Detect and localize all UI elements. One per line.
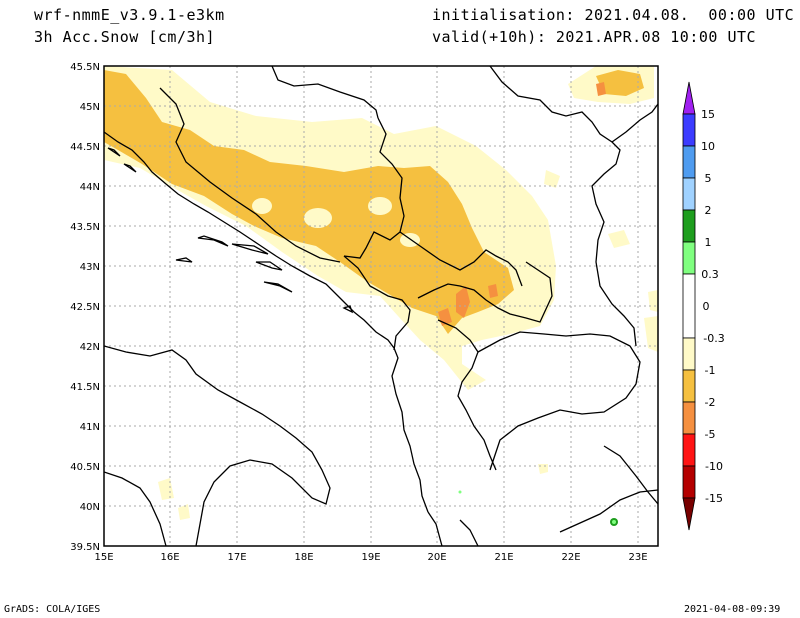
legend-swatch: [682, 241, 696, 275]
lat-label: 39.5N: [70, 542, 100, 553]
snow-hole: [252, 198, 272, 214]
lat-label: 43.5N: [70, 222, 100, 233]
lon-label: 22E: [561, 552, 580, 563]
legend-swatch: [682, 497, 696, 531]
lat-label: 43N: [80, 262, 100, 273]
lon-axis: 15E 16E 17E 18E 19E 20E 21E 22E 23E: [94, 552, 647, 563]
legend-label: 0.3: [701, 268, 719, 281]
lat-label: 41.5N: [70, 382, 100, 393]
snow-heavy-spot: [456, 286, 470, 318]
colorbar-labels: 15 10 5 2 1 0.3 0 -0.3 -1 -2 -5 -10 -15: [701, 108, 725, 505]
legend-swatch: [682, 273, 696, 339]
variable-title: 3h Acc.Snow [cm/3h]: [34, 28, 216, 46]
lat-label: 40.5N: [70, 462, 100, 473]
border-serbia-montenegro: [399, 231, 523, 287]
legend-swatch: [682, 209, 696, 243]
legend-label: 15: [701, 108, 715, 121]
lon-label: 15E: [94, 552, 113, 563]
snow-hole: [304, 208, 332, 228]
lat-label: 44N: [80, 182, 100, 193]
lon-label: 20E: [427, 552, 446, 563]
legend-label: 5: [705, 172, 712, 185]
lon-label: 19E: [361, 552, 380, 563]
boundaries: [104, 66, 658, 546]
border-bulgaria-greece: [489, 345, 641, 471]
border-hungary-croatia: [271, 66, 379, 119]
snow-light-south: [158, 464, 548, 520]
snow-moderate-region: [104, 70, 514, 334]
lon-label: 18E: [294, 552, 313, 563]
coastline-italy-south: [104, 471, 167, 546]
border-macedonia-greece: [477, 331, 631, 353]
valid-time: valid(+10h): 2021.APR.08 10:00 UTC: [432, 28, 757, 46]
legend-label: -15: [705, 492, 723, 505]
border-serbia-romania: [489, 66, 637, 347]
legend-label: -0.3: [703, 332, 724, 345]
coastline-greece: [427, 489, 658, 546]
lat-label: 45N: [80, 102, 100, 113]
snow-moderate-ne: [596, 70, 644, 96]
legend-label: -1: [705, 364, 716, 377]
legend-swatch: [682, 337, 696, 371]
snow-green-spot: [612, 520, 616, 524]
lon-label: 21E: [494, 552, 513, 563]
initialisation-time: initialisation: 2021.04.08. 00:00 UTC: [432, 6, 795, 24]
lat-label: 42N: [80, 342, 100, 353]
grads-credit: GrADS: COLA/IGES: [4, 604, 101, 615]
legend-swatch: [682, 465, 696, 499]
snow-light-east: [544, 170, 658, 352]
legend-label: 2: [705, 204, 712, 217]
border-bulgaria-romania: [611, 103, 658, 143]
legend-label: 0: [703, 300, 710, 313]
legend-swatch: [682, 113, 696, 147]
legend-label: 10: [701, 140, 715, 153]
lat-label: 45.5N: [70, 62, 100, 73]
border-albania-macedonia: [437, 319, 497, 471]
legend-label: -10: [705, 460, 723, 473]
snow-green-spot: [458, 490, 462, 494]
border-montenegro-albania: [343, 255, 411, 351]
legend-label: 1: [705, 236, 712, 249]
render-timestamp: 2021-04-08-09:39: [684, 604, 781, 615]
snow-field: [104, 66, 658, 526]
snow-heavy-spot: [596, 82, 606, 96]
lon-label: 16E: [160, 552, 179, 563]
legend-swatch: [682, 177, 696, 211]
coastline-italy: [104, 345, 331, 546]
border-kosovo: [417, 261, 553, 323]
legend-swatch: [682, 145, 696, 179]
lon-label: 23E: [628, 552, 647, 563]
snow-hole: [368, 197, 392, 215]
lat-label: 44.5N: [70, 142, 100, 153]
border-greece-turkey: [603, 445, 658, 505]
graticule: [104, 66, 658, 546]
lat-label: 42.5N: [70, 302, 100, 313]
coast-islands: [107, 147, 354, 314]
coastline-adriatic-east: [104, 131, 429, 513]
legend-swatch: [682, 369, 696, 403]
colorbar: [682, 81, 696, 531]
border-bosnia-serbia: [343, 117, 405, 259]
legend-label: -5: [705, 428, 716, 441]
lat-label: 41N: [80, 422, 100, 433]
legend-label: -2: [705, 396, 716, 409]
snow-heavy-spot: [488, 284, 498, 298]
legend-swatch: [682, 433, 696, 467]
lon-label: 17E: [227, 552, 246, 563]
model-title: wrf-nmmE_v3.9.1-e3km: [34, 6, 225, 24]
lat-axis: 45.5N 45N 44.5N 44N 43.5N 43N 42.5N 42N …: [70, 62, 100, 553]
lat-label: 40N: [80, 502, 100, 513]
border-croatia-bosnia: [159, 87, 341, 263]
map-frame: [103, 65, 659, 547]
legend-swatch: [682, 81, 696, 115]
legend-swatch: [682, 401, 696, 435]
snow-hole: [400, 233, 420, 247]
